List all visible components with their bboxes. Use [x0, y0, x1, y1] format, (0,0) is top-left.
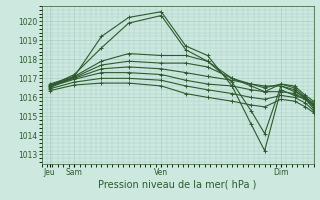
- X-axis label: Pression niveau de la mer( hPa ): Pression niveau de la mer( hPa ): [99, 180, 257, 190]
